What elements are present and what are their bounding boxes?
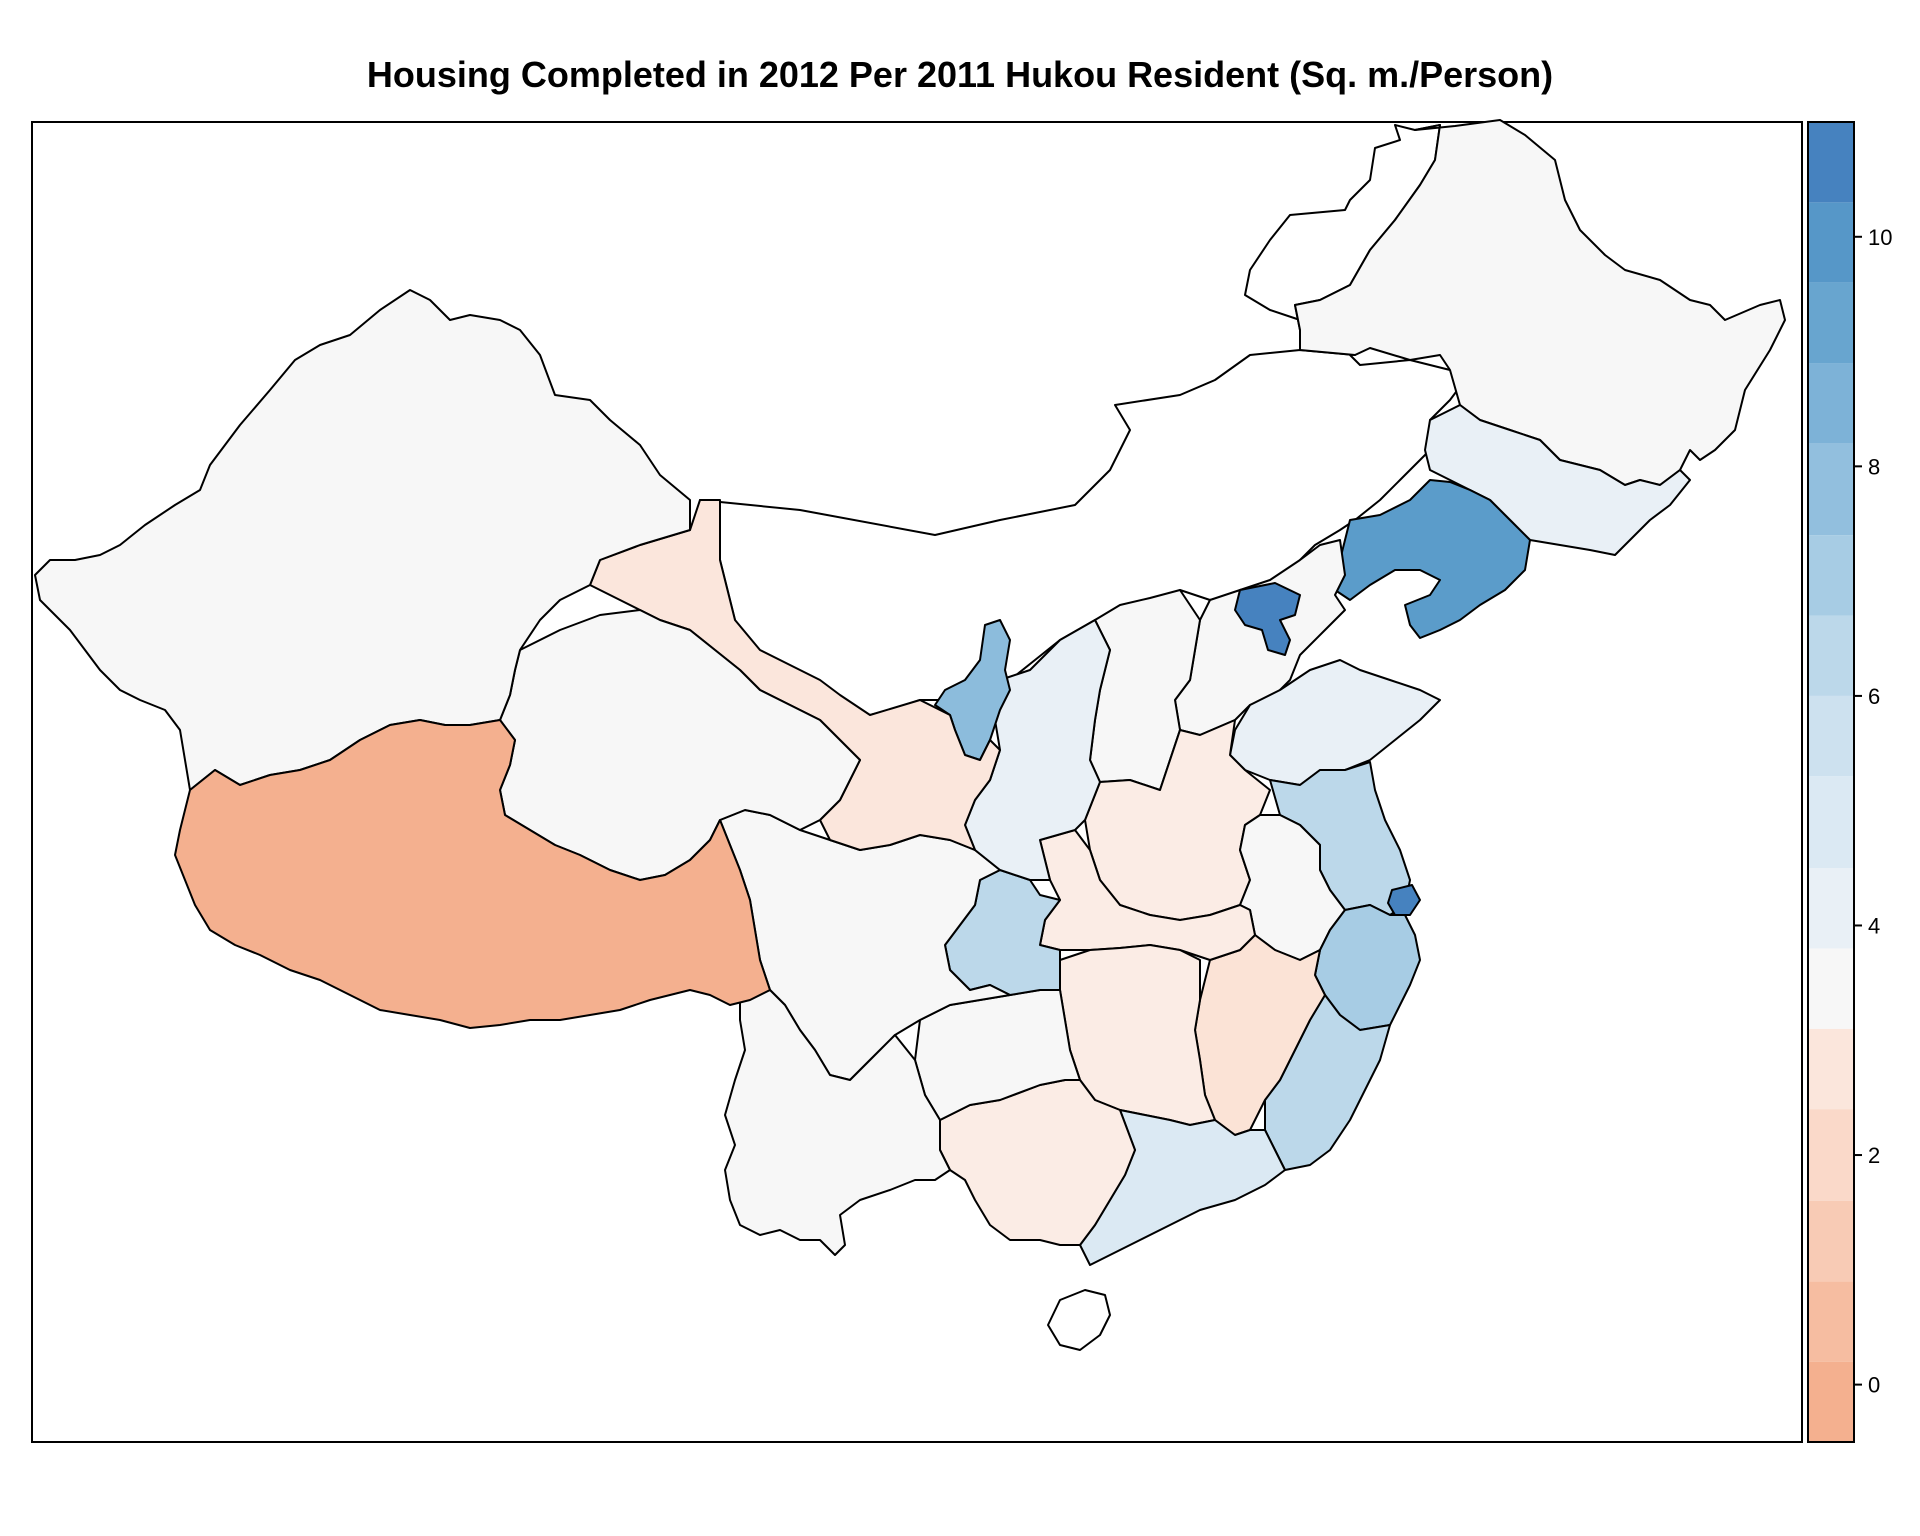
color-legend-tick-label: 10 (1868, 225, 1892, 250)
color-legend-bin (1808, 363, 1854, 444)
color-legend-bin (1808, 202, 1854, 283)
color-legend-bin (1808, 1200, 1854, 1282)
color-legend: 0 2 4 6 8 10 (1807, 121, 1892, 1443)
color-legend-tick-label: 4 (1868, 913, 1880, 938)
map-panel-frame (31, 121, 1803, 1443)
province-layer (34, 119, 1786, 1351)
color-legend-bin (1808, 1281, 1854, 1362)
region-tibet (174, 719, 771, 1029)
region-liaoning (1334, 479, 1531, 639)
color-legend-bin (1808, 1109, 1854, 1201)
region-beijing-tianjin (1234, 582, 1301, 656)
color-legend-bin (1808, 122, 1854, 203)
color-legend-bin (1808, 948, 1854, 1029)
map-title: Housing Completed in 2012 Per 2011 Hukou… (366, 54, 1554, 95)
region-yunnan (724, 989, 951, 1256)
region-shanghai (1387, 884, 1421, 916)
color-legend-frame (1807, 121, 1855, 1443)
color-legend-bin (1808, 615, 1854, 696)
color-legend-tick-label: 6 (1868, 684, 1880, 709)
color-legend-bin (1808, 1028, 1854, 1110)
color-legend-bin (1808, 282, 1854, 364)
color-legend-tick-label: 0 (1868, 1373, 1880, 1398)
color-legend-bin (1808, 695, 1854, 777)
color-legend-bin (1808, 868, 1854, 949)
color-legend-bin (1808, 1361, 1854, 1442)
color-legend-bin (1808, 443, 1854, 536)
region-hainan (1047, 1289, 1111, 1351)
color-legend-tick-label: 2 (1868, 1143, 1880, 1168)
color-legend-tick-label: 8 (1868, 454, 1880, 479)
color-legend-bin (1808, 535, 1854, 616)
color-legend-bin (1808, 776, 1854, 869)
